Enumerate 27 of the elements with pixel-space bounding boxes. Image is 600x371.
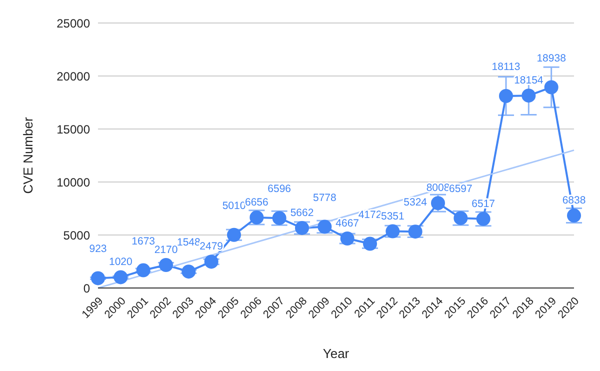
- data-label: 1020: [108, 256, 133, 268]
- data-label: 18113: [492, 61, 520, 73]
- y-tick-label: 10000: [56, 175, 90, 190]
- y-tick-label: 25000: [56, 16, 90, 30]
- data-label: 923: [89, 243, 107, 256]
- data-label: 5324: [404, 196, 428, 209]
- y-tick-label: 5000: [63, 228, 90, 242]
- data-label: 2479: [200, 240, 224, 253]
- data-label: 8008: [426, 182, 450, 194]
- data-label: 5778: [312, 192, 337, 204]
- data-label: 1548: [176, 236, 201, 249]
- data-label: 4172: [358, 208, 382, 221]
- data-label: 6656: [244, 196, 269, 208]
- data-label: 5010: [222, 200, 246, 212]
- data-label: 6596: [268, 183, 292, 196]
- data-label: 2170: [154, 244, 178, 256]
- y-axis-title: CVE Number: [20, 116, 36, 194]
- y-tick-label: 0: [83, 281, 90, 296]
- y-tick-label: 15000: [56, 122, 90, 136]
- x-axis-title: Year: [322, 346, 350, 361]
- data-label: 18938: [536, 52, 566, 64]
- y-tick-label: 20000: [56, 69, 90, 84]
- data-label: 4667: [336, 218, 360, 230]
- data-label: 5351: [380, 210, 405, 222]
- data-label: 6597: [448, 183, 473, 196]
- data-label: 1673: [132, 235, 156, 248]
- data-label: 5662: [290, 206, 314, 219]
